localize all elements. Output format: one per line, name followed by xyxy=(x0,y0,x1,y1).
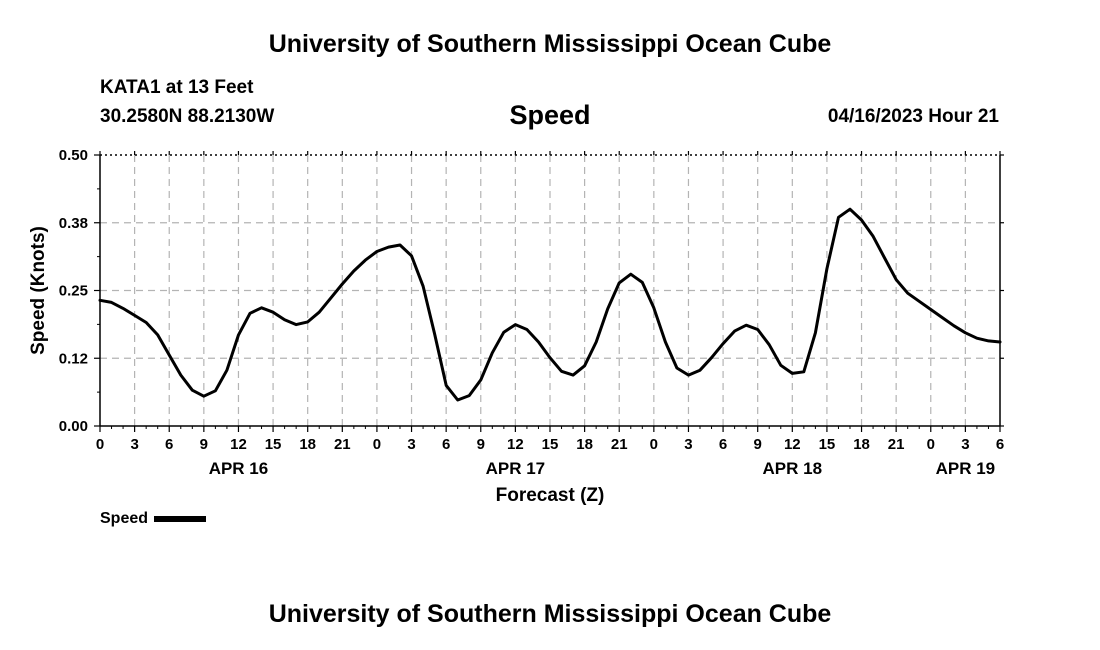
chart-page-title: University of Southern Mississippi Ocean… xyxy=(268,30,832,58)
y-tick-label: 0.00 xyxy=(59,418,88,435)
coordinates-label: 30.2580N 88.2130W xyxy=(100,106,275,127)
y-tick-label: 0.12 xyxy=(59,350,88,367)
date-label: APR 18 xyxy=(763,459,823,478)
x-tick-label: 6 xyxy=(719,436,727,453)
y-tick-label: 0.38 xyxy=(59,215,88,232)
station-label: KATA1 at 13 Feet xyxy=(100,77,254,98)
x-tick-label: 18 xyxy=(299,436,316,453)
x-tick-label: 9 xyxy=(754,436,762,453)
date-label: APR 19 xyxy=(936,459,996,478)
date-label: APR 17 xyxy=(486,459,546,478)
series-layer xyxy=(98,207,1002,402)
x-tick-label: 0 xyxy=(96,436,104,453)
x-tick-label: 0 xyxy=(927,436,935,453)
x-tick-label: 18 xyxy=(576,436,593,453)
y-tick-label: 0.50 xyxy=(59,147,88,164)
x-tick-label: 3 xyxy=(130,436,138,453)
x-tick-label: 3 xyxy=(407,436,415,453)
grid-lines xyxy=(100,155,1000,426)
legend: Speed xyxy=(100,510,207,528)
x-tick-label: 3 xyxy=(961,436,969,453)
x-tick-label: 21 xyxy=(334,436,351,453)
x-tick-label: 3 xyxy=(684,436,692,453)
x-tick-label: 0 xyxy=(373,436,381,453)
x-tick-label: 12 xyxy=(784,436,801,453)
x-tick-label: 6 xyxy=(165,436,173,453)
y-axis-title: Speed (Knots) xyxy=(28,226,49,355)
x-tick-label: 21 xyxy=(888,436,905,453)
chart-page-footer-title: University of Southern Mississippi Ocean… xyxy=(268,600,832,628)
legend-swatch xyxy=(154,516,207,522)
axis-labels: 0 3 6 9 12 15 18 21 0 3 6 9 12 15 18 21 0 3 6 9 12 15 18 21 0 3 6 0… xyxy=(28,147,1004,506)
x-tick-label: 6 xyxy=(442,436,450,453)
y-tick-label: 0.25 xyxy=(59,283,88,300)
x-tick-label: 12 xyxy=(230,436,247,453)
x-tick-label: 0 xyxy=(650,436,658,453)
x-tick-label: 9 xyxy=(200,436,208,453)
x-tick-label: 18 xyxy=(853,436,870,453)
x-axis-title: Forecast (Z) xyxy=(496,485,605,506)
legend-label: Speed xyxy=(100,510,149,527)
x-tick-label: 6 xyxy=(996,436,1004,453)
date-label: APR 16 xyxy=(209,459,269,478)
x-tick-label: 9 xyxy=(477,436,485,453)
chart-title: Speed xyxy=(509,100,591,130)
forecast-datetime: 04/16/2023 Hour 21 xyxy=(827,106,999,127)
x-tick-label: 15 xyxy=(265,436,282,453)
x-tick-label: 15 xyxy=(819,436,836,453)
series-line-speed xyxy=(98,207,1002,402)
x-tick-label: 12 xyxy=(507,436,524,453)
x-tick-label: 21 xyxy=(611,436,628,453)
x-tick-label: 15 xyxy=(542,436,559,453)
axes xyxy=(94,151,1004,432)
